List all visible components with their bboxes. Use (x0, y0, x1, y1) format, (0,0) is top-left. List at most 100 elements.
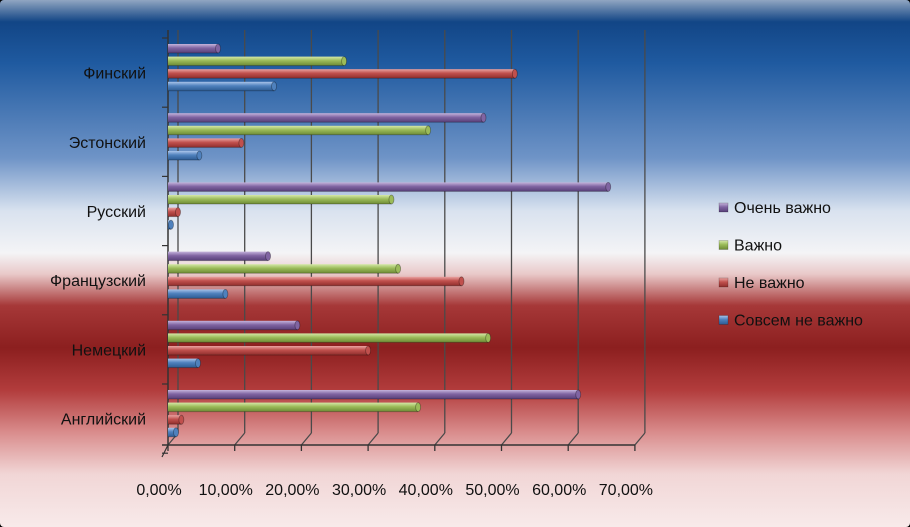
bar (168, 332, 492, 343)
bar-end-cap (458, 276, 465, 287)
bar-end-cap (173, 427, 179, 438)
bar-face (168, 151, 200, 160)
bar (168, 150, 203, 161)
x-tick-label: 70,00% (599, 482, 653, 499)
x-tick-label: 0,00% (136, 482, 181, 499)
bar-face (168, 195, 392, 204)
bar (168, 414, 185, 425)
bar-face (168, 81, 275, 91)
bar (168, 276, 465, 287)
x-tick-label: 10,00% (199, 482, 253, 499)
x-tick-label: 50,00% (465, 482, 519, 499)
x-tick-label: 20,00% (265, 482, 319, 499)
bar-end-cap (196, 150, 203, 161)
axis-labels: Английский Немецкий Французский Русский Эсто… (50, 66, 653, 499)
bar-face (168, 207, 179, 217)
bar-end-cap (425, 125, 432, 136)
category-label: Русский (87, 204, 146, 221)
bar (168, 207, 181, 218)
bar-face (168, 138, 242, 148)
bar (168, 194, 395, 205)
bar-end-cap (168, 219, 174, 230)
bar-end-cap (395, 263, 402, 274)
bar-face (168, 125, 429, 135)
bar-face (168, 251, 269, 261)
bar (168, 358, 201, 369)
bar-end-cap (511, 68, 518, 79)
bar-face (168, 427, 177, 437)
axis-corner-line (161, 444, 169, 458)
bar (168, 251, 271, 262)
bar (168, 219, 174, 230)
bar-end-cap (388, 194, 395, 205)
legend-label: Важно (734, 238, 782, 255)
bar-end-cap (222, 288, 229, 299)
legend-swatch (718, 240, 729, 250)
bar-face (168, 113, 484, 123)
floor-gridline (501, 432, 512, 446)
legend-entry: Очень важно (718, 200, 831, 217)
floor-gridline (234, 432, 246, 446)
category-label: Французский (50, 273, 146, 290)
x-tick-label: 30,00% (332, 482, 386, 499)
bars (168, 43, 612, 438)
axes (161, 30, 636, 458)
bar-face (168, 390, 579, 399)
bar-face (168, 358, 199, 368)
legend-entry: Не важно (718, 275, 805, 292)
bar-end-cap (575, 389, 582, 400)
bar-face (168, 333, 489, 343)
floor-gridline (300, 432, 312, 446)
bar (168, 263, 402, 274)
category-label: Немецкий (72, 342, 146, 359)
bar-face (168, 415, 182, 425)
legend-label: Совсем не важно (734, 313, 863, 330)
bar-end-cap (415, 402, 422, 413)
bar (168, 68, 518, 79)
floor-gridline (567, 432, 579, 446)
bar-face (168, 346, 369, 355)
bar (168, 137, 245, 148)
bar (168, 345, 372, 356)
bar (168, 81, 277, 92)
bar-end-cap (175, 207, 181, 218)
bar (168, 288, 229, 299)
bar-face (168, 44, 219, 53)
bar-end-cap (265, 251, 271, 262)
legend-entry: Важно (718, 238, 782, 255)
bar-face (168, 289, 226, 299)
bar-end-cap (178, 414, 185, 425)
bar-face (168, 276, 462, 286)
category-label: Эстонский (69, 135, 146, 152)
bar-face (168, 402, 419, 412)
floor-gridline (434, 432, 446, 446)
bar (168, 125, 432, 136)
bar-end-cap (485, 332, 492, 343)
bar-end-cap (365, 345, 372, 356)
legend-entry: Совсем не важно (718, 313, 863, 330)
legend-label: Не важно (734, 275, 805, 292)
legend-swatch (718, 202, 729, 213)
bar-face (168, 69, 515, 79)
legend-label: Очень важно (734, 200, 831, 217)
bar-end-cap (195, 358, 201, 369)
legend: Очень важно Важно Не важно Совсем не важно (718, 200, 863, 330)
bar-face (168, 320, 298, 330)
bar (168, 56, 347, 67)
bar-end-cap (480, 112, 487, 123)
bar-end-cap (215, 43, 221, 54)
bar (168, 320, 301, 331)
legend-swatch (718, 315, 729, 325)
bar-end-cap (271, 81, 277, 92)
bar (168, 43, 221, 54)
floor-gridline (367, 432, 379, 446)
bar-end-cap (341, 56, 347, 66)
bar-end-cap (238, 137, 245, 148)
legend-swatch (718, 277, 729, 288)
x-tick-label: 40,00% (399, 482, 453, 499)
bar (168, 427, 179, 438)
bar-end-cap (605, 181, 612, 192)
grid-lines (167, 30, 646, 446)
